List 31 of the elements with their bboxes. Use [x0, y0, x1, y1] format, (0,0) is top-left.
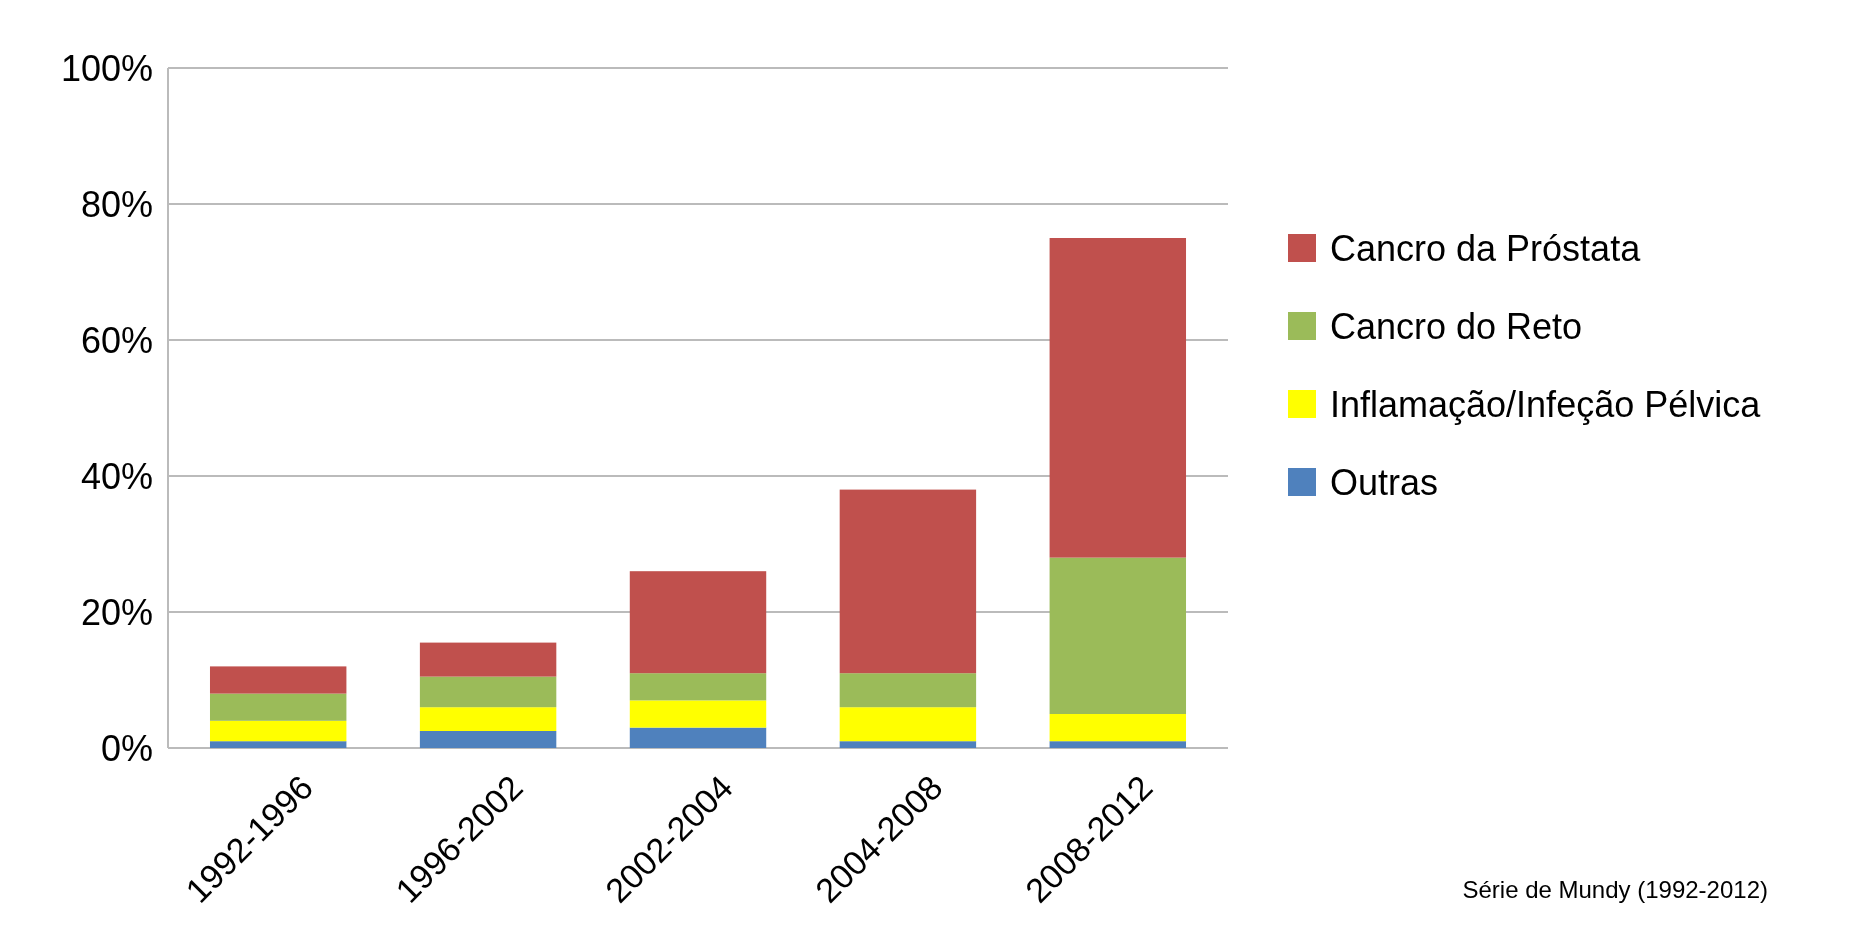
- bar: [839, 673, 977, 708]
- legend-label: Inflamação/Infeção Pélvica: [1330, 383, 1762, 425]
- bar: [419, 676, 557, 708]
- y-tick-label: 60%: [80, 319, 153, 361]
- bar: [419, 707, 557, 731]
- y-tick-label: 40%: [80, 455, 153, 497]
- bar: [209, 720, 347, 742]
- legend-label: Cancro do Reto: [1330, 305, 1583, 347]
- bar: [629, 673, 767, 701]
- bar: [629, 571, 767, 674]
- y-tick-label: 0%: [100, 727, 153, 769]
- bar: [839, 741, 977, 748]
- y-tick-label: 80%: [80, 183, 153, 225]
- legend-label: Outras: [1330, 461, 1439, 503]
- bar: [629, 727, 767, 748]
- bar: [209, 666, 347, 694]
- bar: [629, 700, 767, 728]
- bar: [1049, 741, 1187, 748]
- legend-label: Cancro da Próstata: [1330, 227, 1642, 269]
- bar: [209, 693, 347, 721]
- y-tick-label: 20%: [80, 591, 153, 633]
- bar: [839, 489, 977, 674]
- text: Série de Mundy (1992-2012): [1462, 876, 1768, 903]
- bar: [1049, 714, 1187, 742]
- bar: [419, 731, 557, 748]
- bar: [1049, 238, 1187, 558]
- bar: [839, 707, 977, 742]
- bar: [209, 741, 347, 748]
- bar: [419, 642, 557, 677]
- bar: [1049, 557, 1187, 714]
- y-tick-label: 100%: [60, 47, 153, 89]
